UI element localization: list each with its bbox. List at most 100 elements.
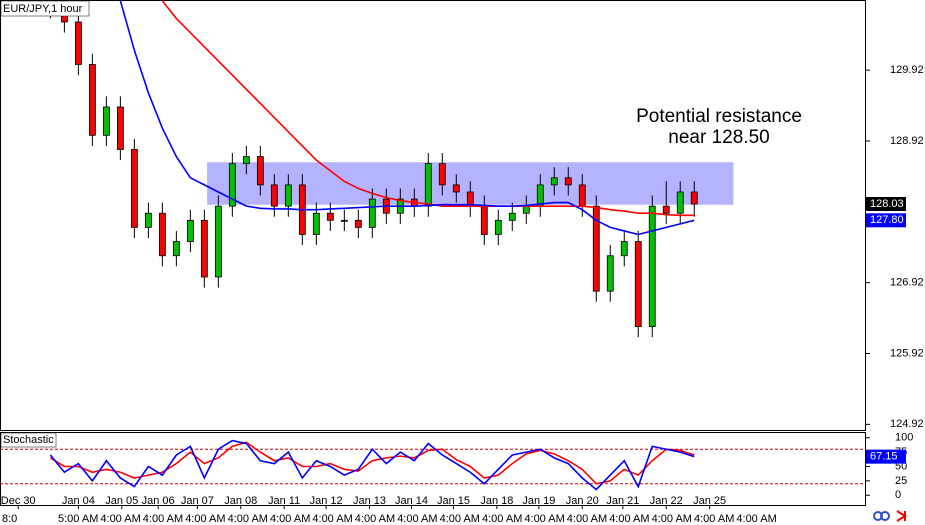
y-tick-label: 129.92 [890,64,924,76]
candle-body [340,219,348,222]
candle-body [438,163,446,186]
x-tick-label: Jan 25 [693,495,726,507]
stoch-tick-label: 25 [895,475,907,487]
x-tick-label: Jan 18 [480,495,513,507]
stoch-title-box [0,432,57,448]
time-label: 4:00 AM [524,513,564,525]
candle-body [102,106,110,136]
time-label: 4:00 AM [609,513,649,525]
candle-body [116,106,124,150]
annotation: Potential resistance [636,106,802,127]
time-label: 4:00 AM [736,513,776,525]
candle-body [424,163,432,207]
stoch-panel [0,432,866,506]
x-tick-label: Jan 15 [437,495,470,507]
toolbar-icons[interactable] [873,510,907,522]
stoch-value-box [866,449,906,464]
candle-body [536,184,544,207]
time-label: 4:00 AM [482,513,522,525]
candle-body [368,198,376,228]
candle-body [312,212,320,235]
candle-body [228,163,236,207]
candle-body [592,205,600,292]
x-tick-label: Jan 13 [353,495,386,507]
candle-body [522,205,530,214]
candle-body [326,212,334,221]
time-label: 4:00 AM [397,513,437,525]
stoch-tick-label: 0 [895,489,901,501]
candle-body [662,205,670,214]
link-icon[interactable] [880,511,890,521]
x-tick-label: Jan 12 [310,495,343,507]
candle-body [620,241,628,257]
candle-body [452,184,460,193]
candle-body [158,212,166,257]
candle-body [564,177,572,186]
time-label: 8:0 [2,513,17,525]
y-tick-label: 126.92 [890,277,924,289]
ma-fast [119,0,695,236]
stoch-title: Stochastic [3,434,54,446]
time-label: 4:00 AM [270,513,310,525]
x-tick-label: Jan 20 [566,495,599,507]
y-tick-label: 125.92 [890,347,924,359]
time-label: 4:00 AM [185,513,225,525]
x-tick-label: Jan 11 [268,495,300,507]
time-label: 4:00 AM [100,513,140,525]
stoch-tick-label: 100 [895,432,913,444]
time-label: 4:00 AM [312,513,352,525]
x-tick-label: Jan 06 [142,495,175,507]
time-label: 4:00 AM [440,513,480,525]
stoch-signal [49,441,695,485]
main-panel [0,0,866,431]
candle-body [186,219,194,242]
title-box [0,0,90,17]
y-tick-label: 124.92 [890,418,924,430]
candle-body [200,219,208,278]
candle-body [214,205,222,278]
x-tick-label: Jan 14 [395,495,428,507]
time-label: 4:00 AM [652,513,692,525]
candle-body [648,205,656,327]
x-tick-label: Jan 19 [522,495,555,507]
time-label: 4:00 AM [228,513,268,525]
candle-body [606,255,614,292]
candle-body [130,149,138,228]
candle-body [172,241,180,257]
time-label: 4:00 AM [143,513,183,525]
candle-body [88,64,96,136]
candle-body [550,177,558,186]
time-label: 4:00 AM [694,513,734,525]
x-tick-label: Jan 22 [650,495,683,507]
price-label: 128.03 [870,198,904,210]
ma-slow [161,0,695,217]
candle-body [494,219,502,235]
x-tick-label: Jan 05 [105,495,138,507]
scroll-end-icon[interactable] [896,510,907,522]
time-label: 4:00 AM [355,513,395,525]
x-tick-label: Jan 07 [181,495,214,507]
x-tick-label: Dec 30 [1,495,36,507]
x-tick-label: Jan 04 [62,495,95,507]
price-label-box [866,197,906,212]
y-tick-label: 128.92 [890,135,924,147]
candle-body [270,184,278,207]
stoch-main [49,439,695,491]
price-label-box [866,213,906,228]
price-label: 127.80 [870,214,904,226]
candle-body [74,21,82,65]
candle-body [284,184,292,207]
x-tick-label: Jan 21 [606,495,639,507]
candle-body [480,205,488,235]
candle-body [690,191,698,205]
stoch-value-label: 67.15 [870,451,898,463]
time-label: 5:00 AM [58,513,98,525]
candle-body [634,241,642,327]
candle-body [242,156,250,165]
time-label: 4:00 AM [567,513,607,525]
annotation: near 128.50 [668,127,769,148]
candle-body [144,212,152,228]
x-tick-label: Jan 08 [224,495,257,507]
candle-body [354,219,362,228]
